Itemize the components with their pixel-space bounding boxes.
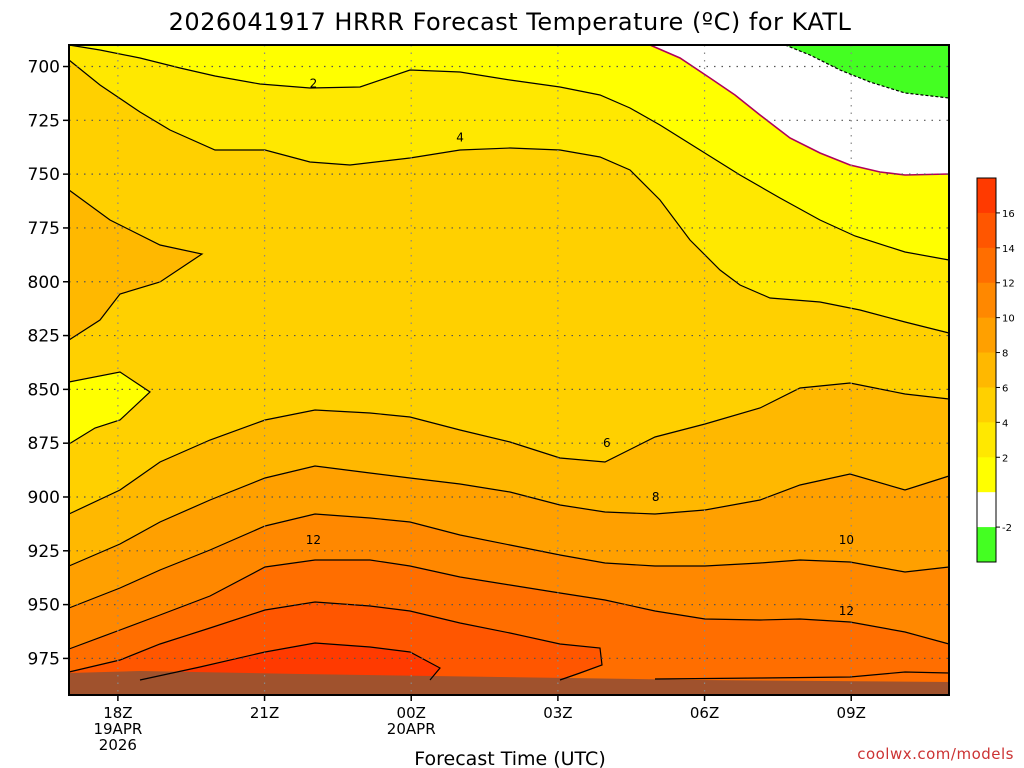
contour-line bbox=[68, 371, 151, 445]
colorbar-swatch bbox=[977, 422, 996, 458]
y-tick-label: 950 bbox=[28, 596, 60, 616]
contour-label: 8 bbox=[652, 490, 660, 504]
fill-below-m2 bbox=[785, 45, 949, 98]
contour-line bbox=[68, 601, 603, 681]
contour-label: 4 bbox=[456, 131, 464, 145]
contour-line bbox=[68, 513, 950, 609]
contour-lines bbox=[68, 44, 950, 681]
fill-8-10 bbox=[69, 466, 949, 608]
x-tick-sublabel: 20APR bbox=[387, 720, 436, 738]
colorbar-label: 14 bbox=[1002, 244, 1015, 255]
colorbar-swatch bbox=[977, 317, 996, 354]
y-tick-label: 750 bbox=[28, 165, 60, 185]
y-tick-label: 700 bbox=[28, 58, 60, 78]
y-tick-label: 725 bbox=[28, 111, 60, 131]
colorbar-label: 6 bbox=[1002, 383, 1008, 394]
fill-6-8-top bbox=[69, 190, 202, 340]
colorbar-swatch bbox=[977, 492, 996, 528]
contour-label: 12 bbox=[306, 533, 321, 547]
contour-line bbox=[139, 642, 441, 681]
colorbar-label: -2 bbox=[1002, 523, 1012, 534]
contour-line bbox=[68, 44, 950, 261]
contour-line bbox=[654, 671, 950, 680]
contour-label: 2 bbox=[310, 77, 318, 91]
colorbar-label: 10 bbox=[1002, 314, 1015, 325]
fill-4-6 bbox=[69, 60, 949, 514]
colorbar-swatch bbox=[977, 247, 996, 284]
temperature-fill bbox=[69, 45, 949, 695]
y-tick-label: 850 bbox=[28, 380, 60, 400]
freezing-line bbox=[649, 44, 950, 176]
colorbar-swatch bbox=[977, 282, 996, 319]
x-tick-label: 09Z bbox=[837, 704, 866, 722]
fill-2-4 bbox=[69, 45, 949, 333]
colorbar-swatch bbox=[977, 178, 996, 214]
fill-6-8 bbox=[69, 383, 949, 566]
y-tick-label: 825 bbox=[28, 327, 60, 347]
y-tick-label: 775 bbox=[28, 219, 60, 239]
colorbar-frame bbox=[976, 177, 997, 563]
ground-fill bbox=[69, 671, 949, 695]
colorbar-label: 2 bbox=[1002, 453, 1008, 464]
colorbar-swatch bbox=[977, 352, 996, 388]
y-tick-label: 800 bbox=[28, 273, 60, 293]
x-tick-label: 06Z bbox=[690, 704, 719, 722]
y-axis: 700 725 750 775 800 825 850 875 900 925 950 975 bbox=[28, 58, 69, 669]
fill-below-0 bbox=[69, 45, 949, 175]
colorbar: 16 14 12 10 8 6 4 2 -2 bbox=[976, 177, 1015, 563]
x-tick-sublabel: 19APR bbox=[93, 720, 142, 738]
x-tick-label: 00Z bbox=[397, 704, 426, 722]
contour-line bbox=[68, 59, 950, 334]
x-tick-label: 18Z bbox=[103, 704, 132, 722]
colorbar-label: 16 bbox=[1002, 209, 1015, 220]
colorbar-label: 8 bbox=[1002, 349, 1008, 360]
y-tick-label: 875 bbox=[28, 434, 60, 454]
contour-line bbox=[68, 465, 950, 567]
colorbar-swatch bbox=[977, 527, 996, 563]
colorbar-label: 12 bbox=[1002, 279, 1015, 290]
y-tick-label: 975 bbox=[28, 649, 60, 669]
contour-label: 6 bbox=[603, 436, 611, 450]
contour-labels: 2 4 6 8 10 12 12 bbox=[306, 77, 854, 618]
contour-label: 10 bbox=[839, 533, 854, 547]
minus-two-line bbox=[784, 44, 950, 99]
colorbar-swatch bbox=[977, 387, 996, 423]
y-tick-label: 925 bbox=[28, 542, 60, 562]
contour-line bbox=[68, 189, 204, 341]
contour-line bbox=[68, 559, 950, 650]
fill-0-2 bbox=[69, 45, 949, 260]
colorbar-swatch bbox=[977, 212, 996, 249]
y-tick-label: 900 bbox=[28, 488, 60, 508]
x-tick-label: 03Z bbox=[543, 704, 572, 722]
fill-above-16 bbox=[140, 643, 440, 680]
colorbar-label: 4 bbox=[1002, 418, 1008, 429]
x-tick-label: 21Z bbox=[250, 704, 279, 722]
chart-title: 2026041917 HRRR Forecast Temperature (ºC… bbox=[169, 8, 852, 36]
contour-line bbox=[68, 382, 950, 515]
x-tick-sublabel: 2026 bbox=[99, 736, 137, 754]
credit-text: coolwx.com/models bbox=[857, 745, 1014, 763]
plot-frame bbox=[68, 44, 950, 696]
x-axis-label: Forecast Time (UTC) bbox=[414, 748, 605, 768]
contour-label: 12 bbox=[839, 604, 854, 618]
colorbar-swatch bbox=[977, 457, 996, 493]
fill-2-4-pocket bbox=[69, 372, 150, 444]
